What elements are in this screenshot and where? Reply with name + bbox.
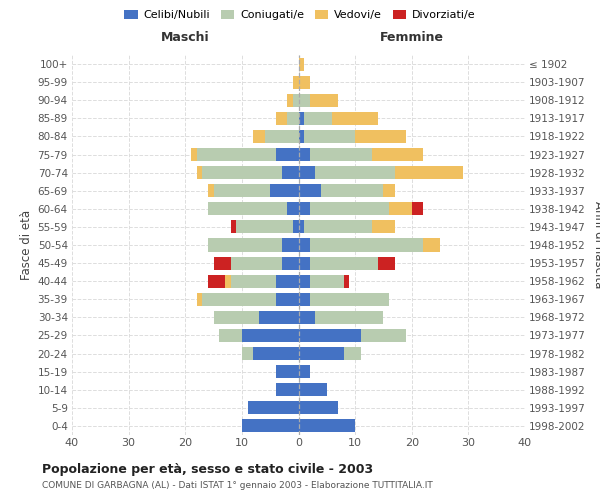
Bar <box>412 202 423 215</box>
Bar <box>299 58 304 70</box>
Y-axis label: Fasce di età: Fasce di età <box>20 210 34 280</box>
Bar <box>242 329 299 342</box>
Bar <box>214 184 270 197</box>
Bar <box>197 166 202 179</box>
Bar <box>310 94 338 107</box>
Bar <box>310 293 389 306</box>
Bar <box>299 256 310 270</box>
Bar <box>316 166 395 179</box>
Bar <box>293 76 299 88</box>
Bar <box>230 274 276 287</box>
Bar <box>276 148 299 161</box>
Bar <box>281 166 299 179</box>
Bar <box>276 383 299 396</box>
Bar <box>310 256 378 270</box>
Bar <box>383 184 395 197</box>
Bar <box>299 420 355 432</box>
Bar <box>299 94 310 107</box>
Bar <box>304 112 332 125</box>
Bar <box>378 256 395 270</box>
Bar <box>270 184 299 197</box>
Bar <box>299 383 327 396</box>
Bar <box>372 148 423 161</box>
Bar <box>299 274 310 287</box>
Bar <box>236 220 293 234</box>
Bar <box>361 329 406 342</box>
Bar <box>299 184 321 197</box>
Bar <box>197 293 202 306</box>
Bar <box>293 94 299 107</box>
Bar <box>423 238 440 252</box>
Bar <box>253 130 265 143</box>
Bar <box>299 166 316 179</box>
Bar <box>248 402 299 414</box>
Legend: Celibi/Nubili, Coniugati/e, Vedovi/e, Divorziati/e: Celibi/Nubili, Coniugati/e, Vedovi/e, Di… <box>120 6 480 25</box>
Bar <box>242 420 299 432</box>
Bar <box>372 220 395 234</box>
Bar <box>310 238 423 252</box>
Bar <box>293 220 299 234</box>
Bar <box>276 112 287 125</box>
Bar <box>225 274 230 287</box>
Bar <box>259 311 299 324</box>
Bar <box>299 238 310 252</box>
Bar <box>299 220 304 234</box>
Bar <box>299 311 316 324</box>
Bar <box>281 256 299 270</box>
Bar <box>304 130 355 143</box>
Bar <box>242 347 253 360</box>
Bar <box>214 256 230 270</box>
Bar <box>299 130 304 143</box>
Bar <box>316 311 383 324</box>
Y-axis label: Anni di nascita: Anni di nascita <box>592 202 600 288</box>
Bar <box>310 148 372 161</box>
Bar <box>304 220 372 234</box>
Bar <box>355 130 406 143</box>
Bar <box>299 402 338 414</box>
Text: Popolazione per età, sesso e stato civile - 2003: Popolazione per età, sesso e stato civil… <box>42 462 373 475</box>
Bar <box>299 202 310 215</box>
Bar <box>208 238 281 252</box>
Bar <box>214 311 259 324</box>
Bar <box>299 365 310 378</box>
Bar <box>299 112 304 125</box>
Bar <box>299 148 310 161</box>
Bar <box>344 347 361 360</box>
Text: Femmine: Femmine <box>380 31 444 44</box>
Text: COMUNE DI GARBAGNA (AL) - Dati ISTAT 1° gennaio 2003 - Elaborazione TUTTITALIA.I: COMUNE DI GARBAGNA (AL) - Dati ISTAT 1° … <box>42 481 433 490</box>
Bar <box>287 112 299 125</box>
Bar <box>202 166 281 179</box>
Bar <box>276 293 299 306</box>
Bar <box>287 202 299 215</box>
Bar <box>197 148 276 161</box>
Bar <box>281 238 299 252</box>
Bar <box>191 148 197 161</box>
Bar <box>265 130 299 143</box>
Bar <box>253 347 299 360</box>
Bar <box>230 256 281 270</box>
Bar <box>299 76 310 88</box>
Bar <box>202 293 276 306</box>
Bar <box>219 329 242 342</box>
Bar <box>389 202 412 215</box>
Bar <box>310 274 344 287</box>
Bar <box>332 112 378 125</box>
Bar <box>230 220 236 234</box>
Bar <box>299 347 344 360</box>
Bar <box>276 274 299 287</box>
Bar <box>299 329 361 342</box>
Bar <box>208 274 225 287</box>
Bar <box>310 202 389 215</box>
Bar <box>344 274 349 287</box>
Bar <box>321 184 383 197</box>
Bar <box>208 202 287 215</box>
Bar <box>299 293 310 306</box>
Bar <box>395 166 463 179</box>
Bar <box>208 184 214 197</box>
Bar <box>276 365 299 378</box>
Bar <box>287 94 293 107</box>
Text: Maschi: Maschi <box>161 31 209 44</box>
